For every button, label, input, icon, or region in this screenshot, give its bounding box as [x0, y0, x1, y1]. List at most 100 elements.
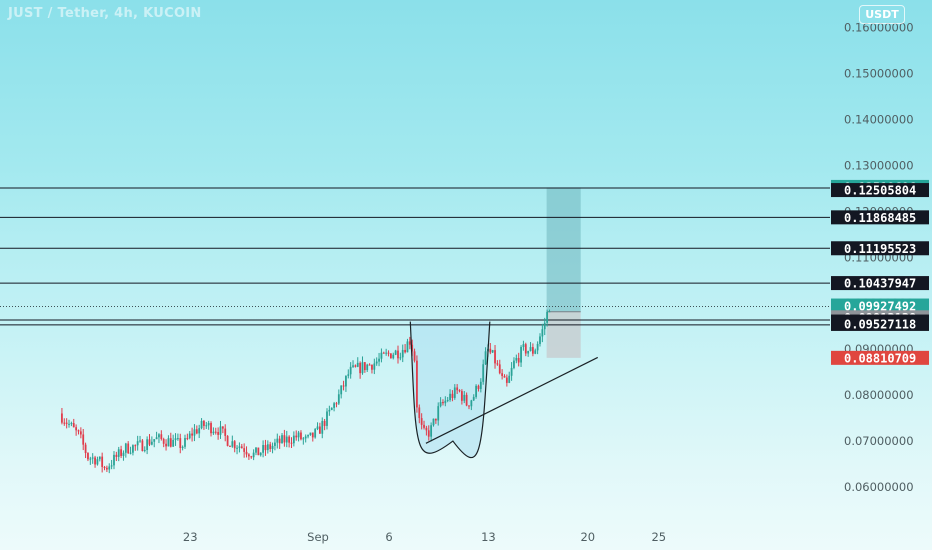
candle-body — [219, 426, 222, 435]
candle-body — [281, 435, 283, 444]
candle-body — [522, 344, 525, 347]
candle-body — [146, 439, 149, 450]
candle-body — [136, 441, 139, 446]
price-tag-box — [831, 241, 929, 256]
candle-body — [323, 420, 326, 426]
candle-body — [129, 452, 132, 454]
candle-body — [477, 385, 480, 389]
candle-body — [444, 400, 447, 404]
candle-body — [266, 444, 269, 451]
price-tag-label: 0.09527118 — [844, 317, 916, 331]
candle-body — [520, 346, 522, 363]
trendline[interactable] — [425, 356, 599, 444]
candle-body — [113, 454, 115, 466]
candle-body — [359, 362, 362, 374]
candle-body — [340, 385, 343, 395]
candle-body — [63, 422, 66, 424]
candle-body — [418, 407, 421, 419]
time-axis[interactable]: 23 Sep 6 13 20 25 — [183, 530, 666, 544]
candle-body — [375, 361, 378, 364]
price-tags: 0.125196960.125058040.118684850.11195523… — [831, 179, 929, 365]
candle-body — [186, 438, 189, 440]
candle-body — [110, 465, 113, 467]
price-axis[interactable]: 0.060000000.070000000.080000000.09000000… — [844, 21, 914, 495]
candle-body — [160, 434, 163, 439]
candle-body — [191, 433, 193, 436]
candle-body — [347, 374, 350, 376]
candle-body — [188, 433, 191, 439]
candle-body — [342, 385, 345, 387]
candle-body — [373, 363, 376, 370]
candle-body — [439, 401, 442, 407]
candle-body — [285, 436, 288, 443]
candle-body — [307, 435, 309, 437]
candle-body — [423, 424, 425, 428]
candle-body — [380, 352, 383, 359]
candle-body — [82, 434, 85, 445]
candle-body — [193, 429, 196, 436]
candle-body — [401, 349, 404, 358]
candle-body — [451, 393, 454, 398]
price-tag: 0.11868485 — [831, 210, 929, 225]
candle-body — [290, 442, 293, 444]
candle-body — [179, 438, 182, 448]
candle-body — [463, 394, 466, 401]
candle-body — [210, 423, 212, 434]
candle-body — [259, 452, 262, 456]
candle-body — [283, 435, 286, 443]
candle-body — [382, 352, 385, 354]
candle-body — [527, 351, 530, 354]
candle-body — [318, 426, 321, 434]
candle-body — [366, 364, 369, 371]
candle-body — [392, 354, 395, 359]
candle-body — [181, 446, 184, 448]
candle-body — [65, 422, 68, 424]
candle-body — [124, 443, 127, 453]
candle-body — [155, 437, 158, 440]
candle-body — [356, 362, 359, 367]
candle-body — [411, 344, 414, 352]
candle-body — [84, 444, 87, 454]
candle-body — [472, 396, 475, 401]
candle-body — [172, 440, 175, 447]
candle-body — [371, 364, 373, 370]
candle-body — [165, 443, 167, 447]
candle-body — [505, 377, 508, 383]
time-tick-label: 6 — [385, 530, 392, 544]
candle-body — [176, 438, 179, 440]
candle-body — [326, 411, 328, 426]
candle-body — [546, 312, 548, 323]
candle-body — [233, 441, 236, 449]
candle-body — [337, 394, 340, 404]
candle-body — [394, 350, 397, 355]
candle-body — [68, 423, 70, 425]
price-tick-label: 0.07000000 — [844, 434, 914, 448]
candle-body — [352, 365, 354, 367]
candle-body — [541, 329, 544, 337]
candle-body — [158, 434, 160, 438]
candle-body — [292, 435, 295, 444]
candle-body — [297, 432, 300, 438]
candle-body — [460, 391, 463, 401]
candle-body — [378, 358, 380, 362]
candle-body — [432, 418, 435, 426]
last-price-tag-label: 0.09927492 — [844, 300, 916, 314]
candle-body — [101, 456, 104, 467]
candle-body — [508, 375, 511, 383]
candle-body — [335, 403, 338, 405]
candle-body — [536, 343, 539, 351]
candle-body — [141, 440, 144, 452]
time-tick-label: 25 — [651, 530, 666, 544]
currency-button[interactable]: USDT — [859, 5, 905, 24]
candle-body — [98, 456, 101, 460]
candle-body — [446, 399, 449, 401]
drawings — [409, 321, 599, 459]
candle-body — [252, 452, 255, 458]
drawing-zones — [410, 187, 581, 458]
candle-body — [482, 364, 485, 382]
candle-body — [153, 439, 156, 442]
candle-body — [117, 449, 120, 457]
candle-body — [243, 448, 246, 452]
